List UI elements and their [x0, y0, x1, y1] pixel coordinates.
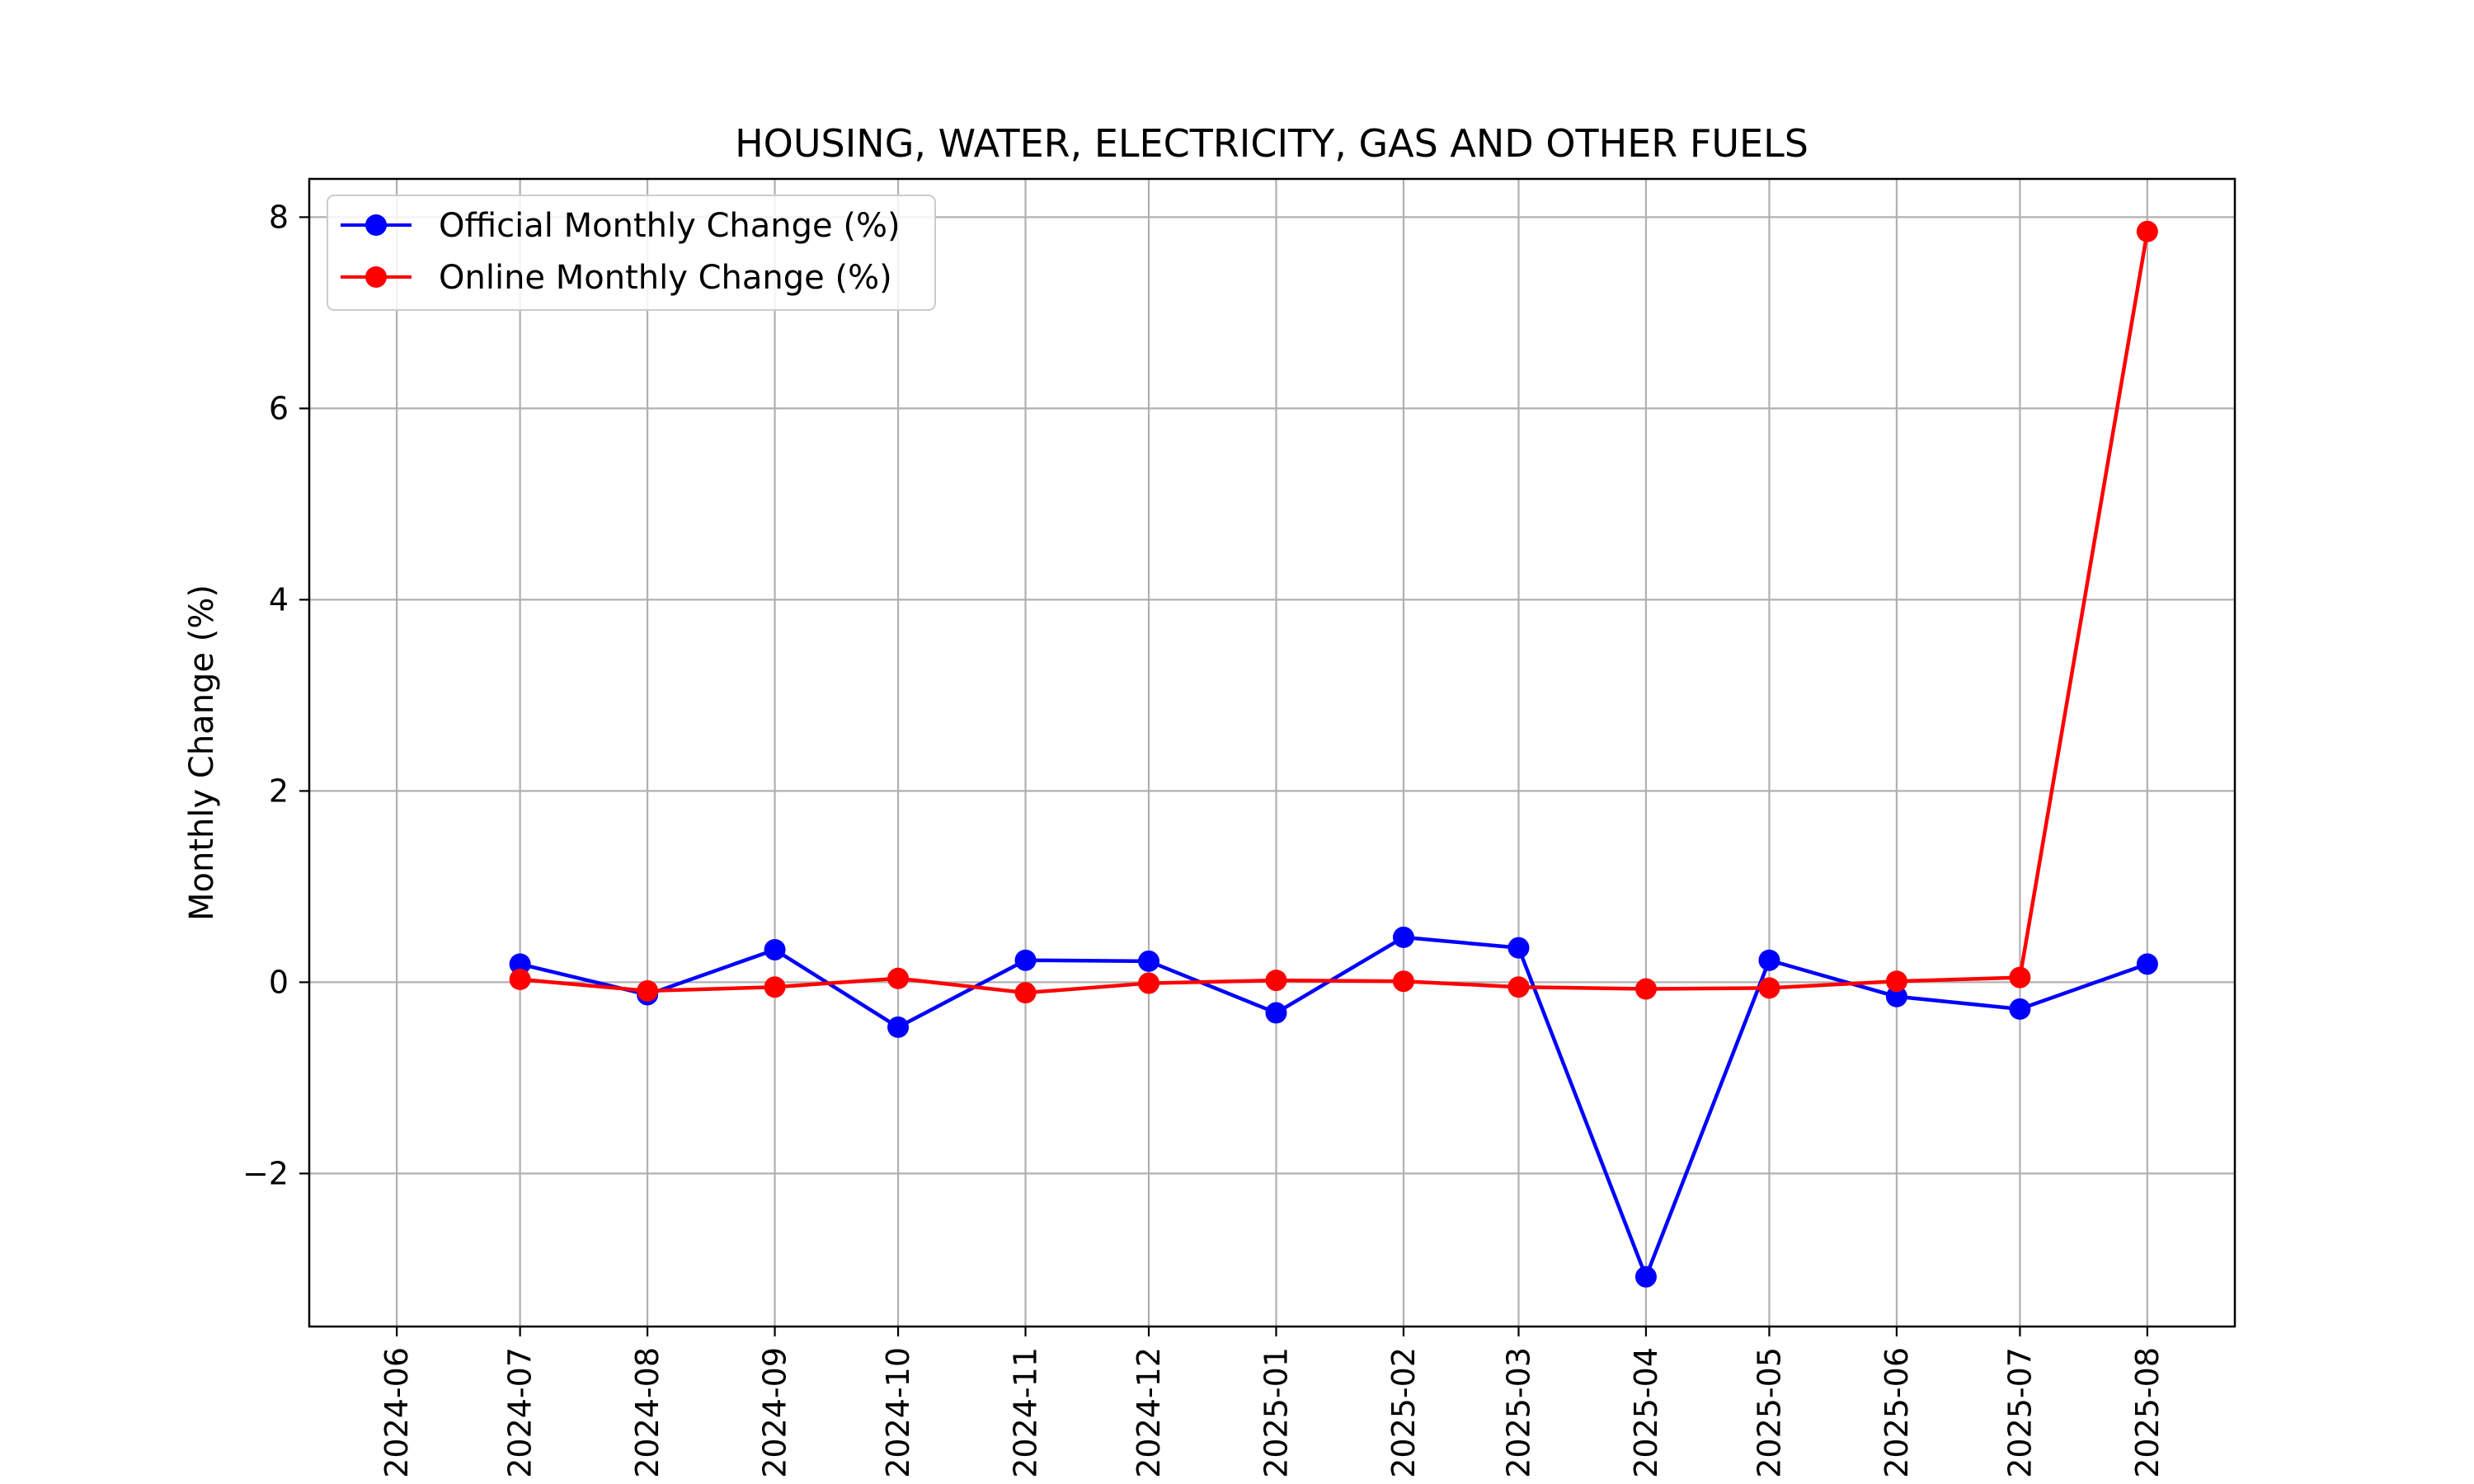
- x-tick-label: 2024-09: [757, 1347, 793, 1478]
- x-tick-label: 2024-06: [379, 1347, 415, 1478]
- series-1-point: [1138, 972, 1160, 994]
- series-1-point: [764, 976, 786, 998]
- legend-marker-online: [365, 266, 387, 288]
- y-axis-label: Monthly Change (%): [183, 585, 221, 921]
- series-0-point: [1014, 949, 1037, 971]
- legend: Official Monthly Change (%) Online Month…: [327, 195, 936, 311]
- series-0-point: [1138, 950, 1160, 972]
- x-tick-label: 2024-11: [1008, 1347, 1044, 1478]
- x-tick-label: 2024-12: [1131, 1347, 1167, 1478]
- x-tick-label: 2025-06: [1879, 1347, 1915, 1478]
- x-tick-label: 2025-07: [2001, 1347, 2038, 1478]
- series-0-point: [1758, 949, 1780, 971]
- chart-title: HOUSING, WATER, ELECTRICITY, GAS AND OTH…: [735, 121, 1808, 166]
- series-1-point: [1758, 977, 1780, 999]
- y-tick-label: 8: [269, 199, 289, 235]
- series-line-1: [520, 231, 2150, 995]
- y-tick-label: −2: [242, 1155, 289, 1191]
- series-1-point: [637, 979, 659, 1002]
- x-tick-label: 2025-05: [1751, 1347, 1787, 1478]
- x-tick-label: 2025-04: [1628, 1347, 1664, 1478]
- series-0-point: [1507, 937, 1530, 959]
- y-tick-label: 0: [269, 964, 289, 1000]
- series-1-point: [1507, 976, 1530, 998]
- legend-marker-official: [365, 214, 387, 236]
- series-1-point: [1885, 970, 1907, 993]
- legend-label-online: Online Monthly Change (%): [439, 259, 892, 297]
- series-1-point: [1265, 970, 1287, 992]
- x-tick-label: 2025-01: [1258, 1347, 1294, 1478]
- series-0-point: [2009, 998, 2031, 1020]
- series-0-point: [509, 953, 531, 975]
- series-0-point: [887, 1016, 910, 1038]
- y-tick-label: 4: [269, 581, 289, 618]
- x-tick-label: 2025-02: [1385, 1347, 1422, 1478]
- series-0-point: [1392, 926, 1414, 948]
- series-1-point: [2136, 220, 2158, 242]
- series-layer: [509, 220, 2158, 1288]
- grid: [309, 179, 2235, 1327]
- y-tick-label: 2: [269, 773, 289, 809]
- series-1-point: [1392, 970, 1414, 993]
- series-1-point: [1014, 982, 1037, 1004]
- series-1-point: [887, 967, 910, 989]
- x-tick-label: 2025-08: [2129, 1347, 2166, 1478]
- legend-box: [327, 195, 936, 311]
- series-0-point: [1265, 1002, 1287, 1024]
- legend-label-official: Official Monthly Change (%): [439, 207, 901, 245]
- series-1-point: [1634, 978, 1657, 1000]
- plot-frame: [308, 177, 2236, 1328]
- series-0-point: [1634, 1266, 1657, 1288]
- series-1-point: [2009, 966, 2031, 989]
- x-tick-label: 2024-07: [502, 1347, 539, 1478]
- x-tick-label: 2024-10: [880, 1347, 916, 1478]
- series-1-point: [509, 968, 531, 990]
- ticks: 2024-06 2024-07 2024-08 2024-09 2024-10 2024-…: [242, 199, 2166, 1477]
- y-tick-label: 6: [269, 390, 289, 426]
- x-tick-label: 2025-03: [1500, 1347, 1536, 1478]
- x-tick-label: 2024-08: [629, 1347, 666, 1478]
- series-0-point: [1885, 985, 1907, 1007]
- series-0-point: [764, 938, 786, 960]
- series-line-0: [520, 935, 2148, 1279]
- series-0-point: [2136, 953, 2158, 975]
